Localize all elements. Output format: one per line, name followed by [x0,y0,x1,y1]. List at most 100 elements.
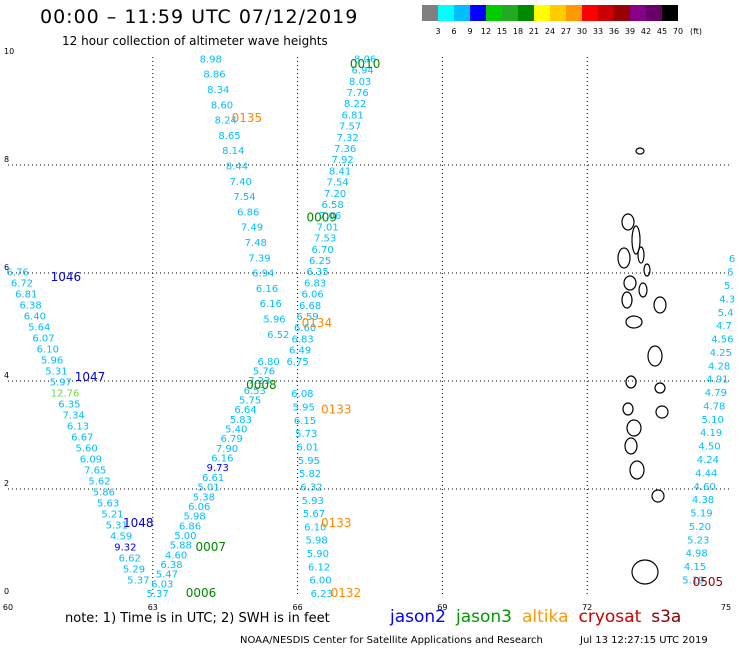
wave-height-value: 6.86 [179,521,201,532]
wave-height-value: 6.06 [301,290,323,301]
wave-height-value: 6.35 [58,400,80,411]
wave-height-value: 4.79 [705,388,727,399]
wave-height-value: 4.38 [692,495,714,506]
pass-number-label: 0008 [246,378,277,392]
x-tick-label: 63 [148,603,158,610]
wave-height-value: 4.7 [716,321,732,332]
wave-height-value: 6.16 [211,454,233,465]
island-outline [625,438,637,454]
wave-height-value: 6.35 [306,267,328,278]
wave-height-value: 5.10 [702,415,724,426]
y-tick-label: 10 [4,47,14,56]
wave-height-value: 5.19 [690,509,712,520]
wave-height-value: 4.98 [685,549,707,560]
wave-height-value: 5.83 [230,415,252,426]
wave-height-value: 5.97 [50,378,72,389]
island-outline [656,406,668,418]
wave-height-value: 5.64 [28,323,50,334]
wave-height-value: 5.82 [299,469,321,480]
pass-number-label: 0135 [232,111,263,125]
wave-height-value: 6.75 [286,357,308,368]
wave-height-value: 5.98 [305,536,327,547]
wave-height-value: 6.07 [32,334,54,345]
wave-height-value: 6.09 [80,455,102,466]
wave-height-value: 6.16 [260,299,282,310]
wave-height-value: 7.34 [63,411,85,422]
wave-height-value: 5.37 [127,576,149,587]
pass-number-label: 0505 [693,575,724,589]
wave-height-value: 5.40 [225,425,247,436]
wave-height-value: 8.86 [203,70,225,81]
wave-height-value: 8.34 [207,85,229,96]
wave-height-value: 5.98 [183,512,205,523]
wave-height-value: 8.03 [349,77,371,88]
wave-height-value: 5.95 [293,403,315,414]
wave-height-value: 5.88 [170,541,192,552]
wave-height-value: 6.76 [7,268,29,279]
wave-height-value: 4.59 [110,532,132,543]
wave-height-value: 9.73 [207,463,229,474]
wave-height-value: 6.03 [151,579,173,590]
island-outline [654,297,666,313]
island-outline [622,292,632,308]
wave-height-value: 6.94 [252,269,274,280]
wave-height-value: 7.39 [248,253,270,264]
wave-height-value: 6.83 [291,334,313,345]
island-outline [630,461,644,479]
wave-height-value: 6.79 [221,434,243,445]
wave-height-value: 4.19 [700,428,722,439]
wave-height-value: 6.10 [37,345,59,356]
wave-height-value: 5.62 [88,477,110,488]
y-tick-label: 2 [4,479,9,488]
wave-height-value: 4.60 [694,482,716,493]
wave-height-value: 7.32 [337,133,359,144]
pass-number-label: 1048 [123,516,154,530]
island-outline [655,383,665,393]
wave-height-value: 5.01 [197,483,219,494]
wave-height-value: 6.61 [202,473,224,484]
wave-height-value: 7.92 [332,155,354,166]
wave-height-value: 5.95 [298,456,320,467]
wave-height-value: 6.06 [188,502,210,513]
wave-height-value: 6.80 [258,357,280,368]
satellite-name-jason3: jason3 [456,607,512,627]
island-outline [624,276,636,290]
wave-height-value: 6.72 [11,279,33,290]
wave-height-value: 6.23 [311,589,333,600]
wave-height-value: 4.60 [165,550,187,561]
satellite-name-cryosat: cryosat [579,607,642,627]
wave-height-value: 5.63 [97,499,119,510]
wave-height-value: 6.32 [300,482,322,493]
wave-height-value: 8.98 [200,54,222,65]
wave-height-value: 5.29 [123,565,145,576]
wave-height-value: 5 [727,268,733,279]
pass-number-label: 0006 [186,586,217,600]
satellite-name-s3a: s3a [651,607,681,627]
island-outline [636,148,644,154]
island-outline [623,403,633,415]
wave-height-value: 7.49 [241,223,263,234]
wave-height-value: 6.08 [291,389,313,400]
wave-height-value: 4.78 [703,401,725,412]
wave-height-value: 5.75 [239,396,261,407]
wave-height-value: 9.32 [114,543,136,554]
wave-height-value: 7.90 [216,444,238,455]
wave-height-value: 8.65 [218,131,240,142]
pass-number-label: 0132 [331,586,362,600]
wave-height-value: 6.62 [119,554,141,565]
wave-height-value: 5.00 [174,531,196,542]
wave-height-value: 4.28 [708,361,730,372]
wave-height-value: 7.40 [230,177,252,188]
wave-height-value: 5.76 [253,366,275,377]
wave-height-value: 6.40 [24,312,46,323]
wave-height-value: 5. [724,281,734,292]
footer-timestamp: Jul 13 12:27:15 UTC 2019 [580,635,708,646]
y-tick-label: 0 [4,587,9,596]
wave-height-value: 7.20 [324,189,346,200]
wave-height-value: 8.14 [222,146,244,157]
wave-height-value: 7.48 [245,238,267,249]
wave-height-value: 5.21 [101,510,123,521]
wave-height-value: 6.16 [256,284,278,295]
satellite-name-altika: altika [522,607,569,627]
wave-height-value: 6.58 [322,200,344,211]
